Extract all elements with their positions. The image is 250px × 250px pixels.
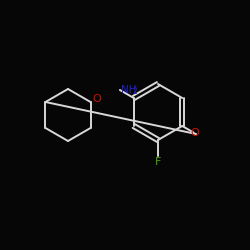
Text: F: F [155,157,161,167]
Text: NH: NH [121,85,136,95]
Text: O: O [190,128,199,138]
Text: 2: 2 [133,88,138,96]
Text: O: O [92,94,101,104]
